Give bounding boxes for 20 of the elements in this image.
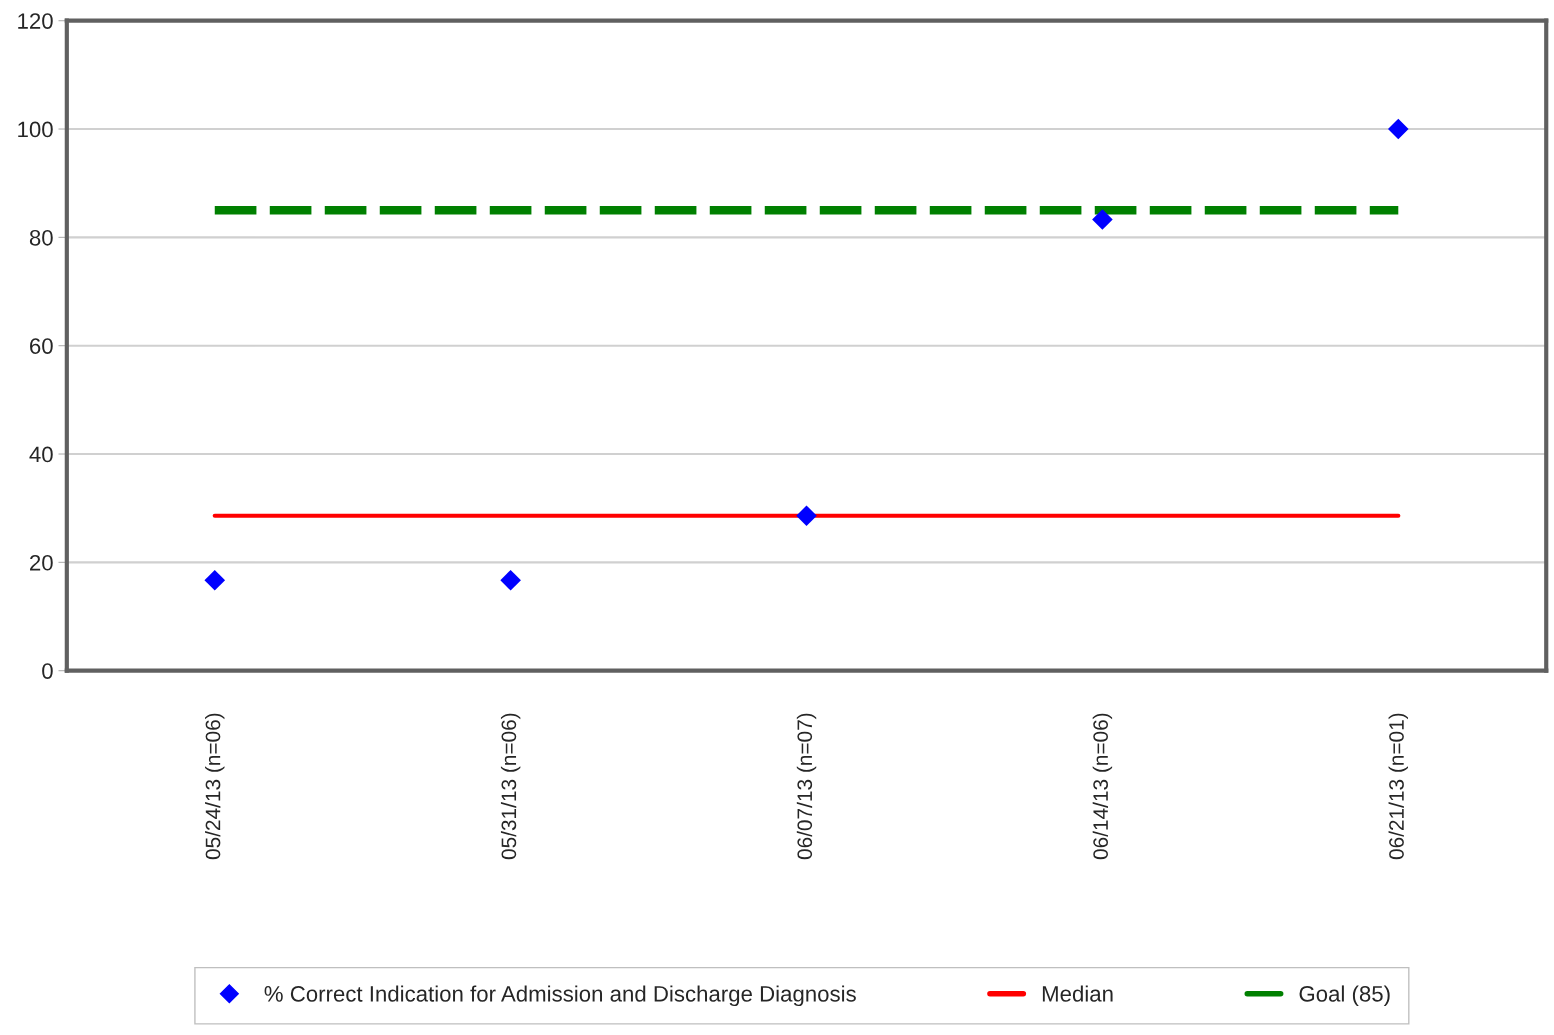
- y-tick-label: 120: [18, 13, 53, 29]
- y-tick-label: 100: [18, 121, 53, 138]
- x-tick-label: 06/07/13 (n=07): [796, 713, 817, 860]
- y-tick-label: 80: [29, 229, 53, 246]
- point: [796, 505, 817, 527]
- point: [1387, 118, 1409, 140]
- x-tick-label: 06/21/13 (n=01): [1388, 713, 1408, 860]
- x-tick-label: 05/31/13 (n=06): [500, 713, 521, 860]
- y-tick-label: 20: [30, 554, 53, 571]
- legend-label: Median: [1042, 985, 1113, 1002]
- legend-label: Goal (85): [1299, 985, 1390, 1007]
- y-tick-label: 0: [42, 663, 53, 679]
- point: [204, 569, 226, 591]
- x-tick-label: 06/14/13 (n=06): [1092, 713, 1113, 860]
- x-tick-label: 05/24/13 (n=06): [205, 713, 225, 860]
- y-tick-label: 60: [30, 338, 53, 354]
- point: [500, 569, 521, 591]
- point: [1092, 209, 1113, 230]
- legend-label: % Correct Indication for Admission and Discharge Diagnosis: [264, 985, 856, 1007]
- y-tick-label: 40: [29, 446, 53, 463]
